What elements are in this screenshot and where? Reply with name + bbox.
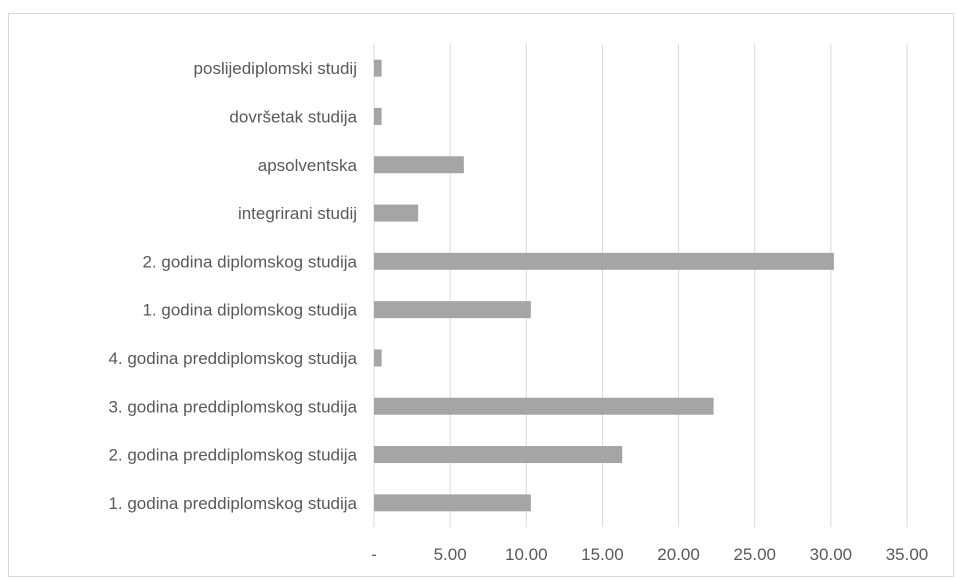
category-label: 2. godina preddiplomskog studija (108, 446, 357, 465)
bar (374, 107, 382, 125)
category-labels: poslijediplomski studij dovršetak studija… (108, 59, 357, 513)
x-tick-labels: - 5.00 10.00 15.00 20.00 25.00 30.00 35.00 (371, 545, 928, 564)
chart-frame: poslijediplomski studij dovršetak studija… (8, 13, 954, 577)
bar (374, 494, 531, 512)
bar (374, 446, 623, 464)
bar (374, 349, 382, 367)
category-label: 4. godina preddiplomskog studija (108, 349, 357, 368)
category-label: dovršetak studija (229, 107, 357, 126)
bar (374, 156, 464, 174)
category-label: 1. godina diplomskog studija (142, 301, 357, 320)
category-label: 1. godina preddiplomskog studija (108, 494, 357, 513)
bar (374, 204, 419, 222)
bar-chart: poslijediplomski studij dovršetak studija… (108, 44, 928, 564)
x-tick-label: 5.00 (434, 545, 467, 564)
x-tick-label: - (371, 545, 377, 564)
bar (374, 397, 714, 415)
category-label: apsolventska (258, 156, 358, 175)
bar (374, 301, 531, 319)
bars (374, 59, 834, 512)
bar (374, 252, 834, 270)
x-tick-label: 25.00 (733, 545, 776, 564)
category-label: integrirani studij (238, 204, 357, 223)
x-tick-label: 35.00 (886, 545, 929, 564)
x-tick-label: 20.00 (657, 545, 700, 564)
x-tick-label: 15.00 (581, 545, 624, 564)
gridlines (373, 44, 908, 527)
category-label: poslijediplomski studij (194, 59, 357, 78)
category-label: 2. godina diplomskog studija (142, 252, 357, 271)
x-tick-label: 10.00 (505, 545, 548, 564)
bar (374, 59, 382, 77)
category-label: 3. godina preddiplomskog studija (108, 397, 357, 416)
x-tick-label: 30.00 (810, 545, 853, 564)
